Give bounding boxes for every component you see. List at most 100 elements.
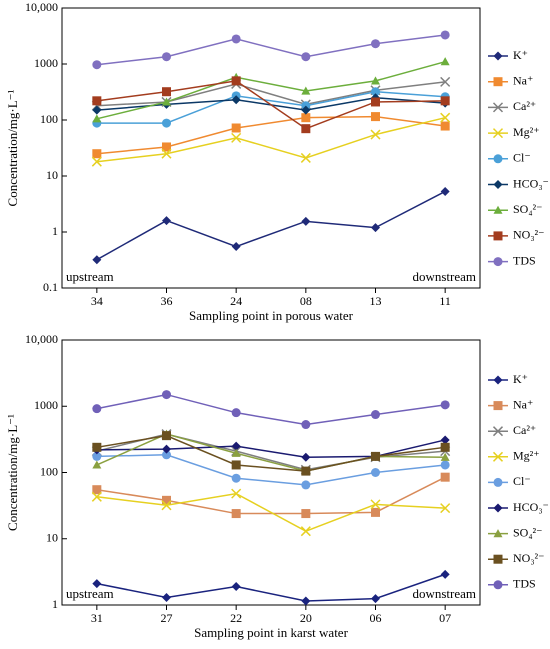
- x-tick-label: 08: [300, 294, 312, 308]
- marker: [92, 404, 102, 414]
- y-tick-label: 1: [52, 597, 58, 611]
- marker: [92, 114, 102, 123]
- marker: [371, 468, 380, 477]
- series-line: [96, 433, 446, 472]
- marker: [440, 435, 450, 445]
- marker: [300, 152, 311, 163]
- marker: [301, 86, 311, 95]
- annotation: upstream: [66, 586, 114, 601]
- marker: [161, 500, 172, 511]
- marker: [92, 579, 102, 589]
- marker: [301, 216, 311, 226]
- marker: [440, 460, 450, 470]
- marker: [231, 408, 241, 418]
- marker: [301, 113, 311, 123]
- marker: [162, 431, 171, 441]
- marker: [91, 156, 102, 167]
- marker: [301, 105, 311, 115]
- y-tick-label: 1: [52, 224, 58, 238]
- legend-label: Ca²⁺: [513, 423, 536, 437]
- marker: [231, 488, 242, 499]
- plot-frame: [61, 339, 481, 606]
- marker: [371, 39, 380, 49]
- legend-label: Ca²⁺: [513, 99, 536, 113]
- legend-label: TDS: [513, 577, 536, 591]
- marker: [440, 442, 450, 452]
- y-tick-label: 1000: [34, 398, 58, 412]
- y-tick-label: 1000: [34, 56, 58, 70]
- legend-label: Na⁺: [513, 397, 533, 411]
- legend-label: HCO₃⁻: [513, 176, 549, 190]
- marker: [301, 480, 311, 490]
- legend-marker: [492, 451, 504, 462]
- legend-marker: [493, 51, 503, 61]
- legend-label: K⁺: [513, 372, 528, 386]
- legend-marker: [493, 503, 503, 513]
- marker: [371, 507, 380, 517]
- legend-label: Mg²⁺: [513, 125, 540, 139]
- marker: [92, 442, 102, 452]
- y-tick-label: 10,000: [25, 332, 58, 346]
- legend-label: Mg²⁺: [513, 449, 540, 463]
- marker: [370, 499, 381, 510]
- legend-marker: [493, 554, 503, 564]
- legend-marker: [493, 529, 503, 538]
- marker: [371, 97, 380, 107]
- marker: [231, 242, 241, 252]
- legend-label: Na⁺: [513, 73, 533, 87]
- legend-label: TDS: [513, 253, 536, 267]
- x-tick-label: 06: [370, 611, 382, 625]
- marker: [301, 596, 311, 606]
- marker: [162, 495, 171, 505]
- marker: [231, 473, 241, 483]
- annotation: upstream: [66, 269, 114, 284]
- marker: [231, 123, 241, 133]
- series-line: [96, 90, 446, 124]
- marker: [371, 87, 380, 97]
- x-tick-label: 36: [161, 294, 173, 308]
- marker: [92, 460, 102, 469]
- x-tick-label: 07: [439, 611, 451, 625]
- marker: [301, 509, 311, 519]
- y-tick-label: 10,000: [25, 0, 58, 14]
- y-tick-label: 100: [40, 112, 58, 126]
- marker: [440, 503, 451, 514]
- marker: [92, 485, 102, 495]
- marker: [440, 30, 450, 40]
- series-line: [96, 573, 446, 602]
- marker: [231, 132, 242, 143]
- series-line: [96, 80, 446, 130]
- marker: [300, 526, 311, 537]
- marker: [162, 444, 171, 454]
- series-line: [96, 492, 446, 533]
- marker: [301, 420, 311, 430]
- legend-marker: [493, 401, 503, 411]
- marker: [301, 466, 311, 476]
- marker: [440, 452, 450, 461]
- marker: [92, 96, 102, 106]
- legend-marker: [492, 102, 504, 113]
- marker: [370, 129, 381, 140]
- marker: [231, 34, 241, 44]
- y-tick-label: 100: [40, 464, 58, 478]
- marker: [162, 450, 171, 460]
- marker: [161, 148, 172, 159]
- series-line: [96, 81, 446, 107]
- marker: [162, 592, 171, 602]
- legend-label: SO₄²⁻: [513, 202, 542, 216]
- marker: [440, 400, 450, 410]
- marker: [371, 594, 380, 604]
- marker: [301, 452, 311, 462]
- x-axis-label: Sampling point in porous water: [189, 308, 354, 323]
- marker: [301, 52, 311, 62]
- legend-label: NO₃²⁻: [513, 551, 544, 565]
- x-tick-label: 34: [91, 294, 103, 308]
- marker: [92, 149, 102, 159]
- marker: [162, 118, 171, 128]
- marker: [231, 509, 241, 519]
- y-tick-label: 10: [46, 531, 58, 545]
- x-tick-label: 31: [91, 611, 103, 625]
- marker: [440, 76, 451, 87]
- series-line: [96, 439, 446, 458]
